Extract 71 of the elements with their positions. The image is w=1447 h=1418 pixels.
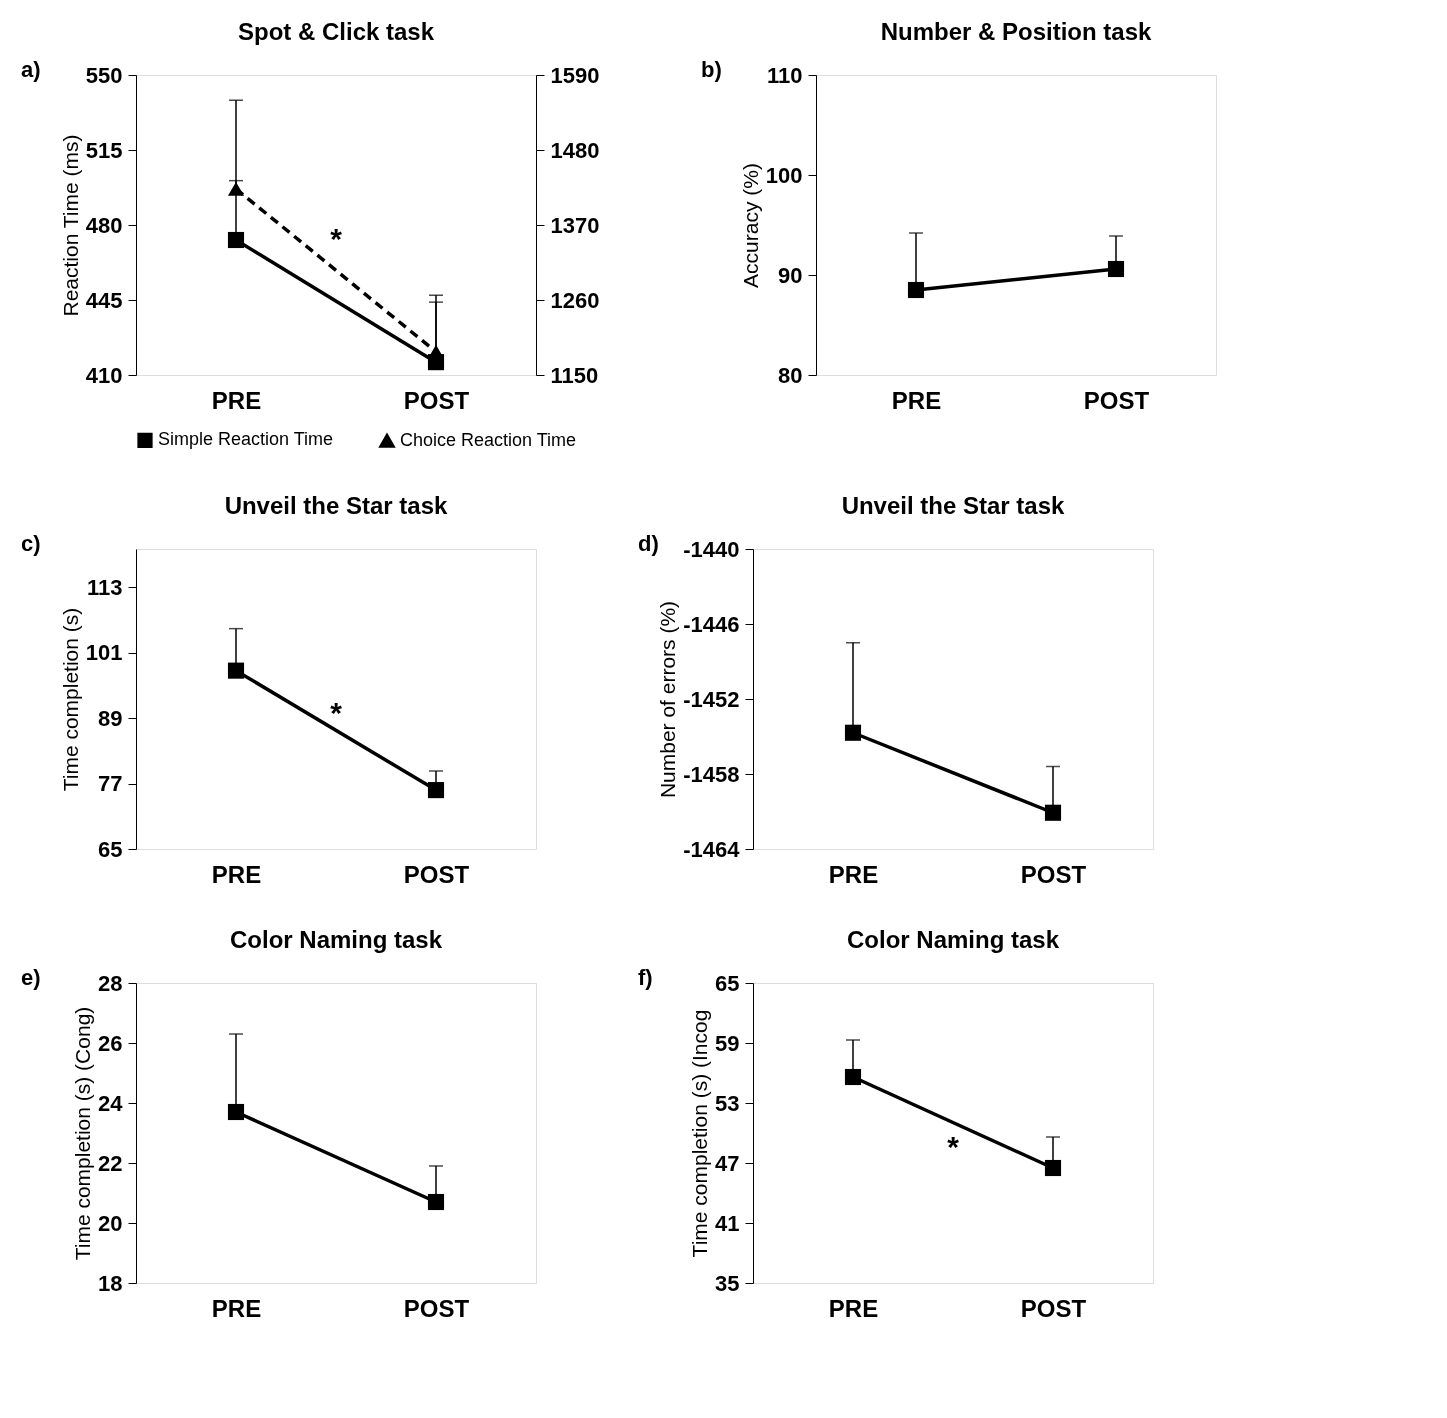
- y-tick-label: 22: [98, 1150, 123, 1176]
- chart-title: Unveil the Star task: [841, 492, 1066, 519]
- y2-tick-label: 1480: [550, 137, 600, 163]
- chart-title: Unveil the Star task: [224, 492, 449, 519]
- y-axis-title: Reaction Time (ms): [58, 134, 82, 317]
- y-tick-label: 18: [98, 1270, 123, 1296]
- annotation: *: [330, 696, 343, 729]
- x-tick-label: POST: [403, 386, 470, 414]
- y-tick-label: -1458: [683, 761, 740, 787]
- y-axis-title: Time completion (s) (Incog: [688, 1009, 712, 1258]
- y-tick-label: 47: [715, 1150, 740, 1176]
- y-tick-label: 515: [85, 137, 123, 163]
- y-axis-title: Time completion (s) (Cong): [71, 1006, 95, 1261]
- y-tick-label: 65: [98, 836, 123, 862]
- chart-title: Spot & Click task: [237, 18, 435, 45]
- y-tick-label: 480: [85, 212, 123, 238]
- y-tick-label: -1446: [683, 611, 740, 637]
- text: e): [21, 965, 41, 990]
- y-tick-label: 41: [715, 1210, 740, 1236]
- annotation: *: [330, 222, 343, 255]
- y-tick-label: 550: [85, 62, 123, 88]
- y2-tick-label: 1260: [550, 287, 600, 313]
- chart-title: Color Naming task: [229, 926, 443, 953]
- y2-tick-label: 1590: [550, 62, 600, 88]
- text: f): [638, 965, 653, 990]
- y-tick-label: 53: [715, 1090, 740, 1116]
- x-tick-label: POST: [403, 860, 470, 888]
- chart-title: Number & Position task: [880, 18, 1153, 45]
- y-tick-label: 410: [85, 362, 123, 388]
- x-tick-label: PRE: [211, 386, 262, 414]
- x-tick-label: PRE: [211, 1294, 262, 1322]
- x-tick-label: POST: [1020, 1294, 1087, 1322]
- y-tick-label: 35: [715, 1270, 740, 1296]
- y-tick-label: 113: [87, 574, 123, 600]
- text: c): [21, 531, 41, 556]
- y-tick-label: 89: [98, 705, 123, 731]
- text: b): [701, 57, 722, 82]
- text: d): [638, 531, 659, 556]
- x-tick-label: POST: [403, 1294, 470, 1322]
- x-tick-label: PRE: [828, 1294, 879, 1322]
- x-tick-label: PRE: [891, 386, 942, 414]
- x-tick-label: PRE: [211, 860, 262, 888]
- y-tick-label: 28: [98, 970, 123, 996]
- y-tick-label: 110: [767, 62, 803, 88]
- y-tick-label: 80: [778, 362, 803, 388]
- y2-tick-label: 1150: [550, 362, 599, 388]
- text: a): [21, 57, 41, 82]
- y-tick-label: -1440: [683, 536, 740, 562]
- x-tick-label: PRE: [828, 860, 879, 888]
- y-tick-label: 65: [715, 970, 740, 996]
- y-tick-label: 24: [98, 1090, 124, 1116]
- y-axis-title: Time completion (s): [58, 607, 82, 792]
- y-tick-label: -1452: [683, 686, 740, 712]
- x-tick-label: POST: [1083, 386, 1150, 414]
- y-tick-label: 20: [98, 1210, 123, 1236]
- y-tick-label: 90: [778, 262, 803, 288]
- y-axis-title: Number of errors (%): [656, 600, 680, 799]
- y2-tick-label: 1370: [550, 212, 600, 238]
- chart-title: Color Naming task: [846, 926, 1060, 953]
- y-tick-label: 59: [715, 1030, 740, 1056]
- y-tick-label: 445: [85, 287, 123, 313]
- y-axis-title: Accuracy (%): [738, 163, 762, 288]
- y-tick-label: -1464: [683, 836, 741, 862]
- y-tick-label: 101: [85, 640, 123, 666]
- x-tick-label: POST: [1020, 860, 1087, 888]
- legend-label: Choice Reaction Time: [400, 429, 577, 450]
- legend-label: Simple Reaction Time: [158, 429, 334, 450]
- y-tick-label: 100: [765, 162, 803, 188]
- annotation: *: [947, 1130, 960, 1163]
- y-tick-label: 26: [98, 1030, 123, 1056]
- y-tick-label: 77: [98, 771, 123, 797]
